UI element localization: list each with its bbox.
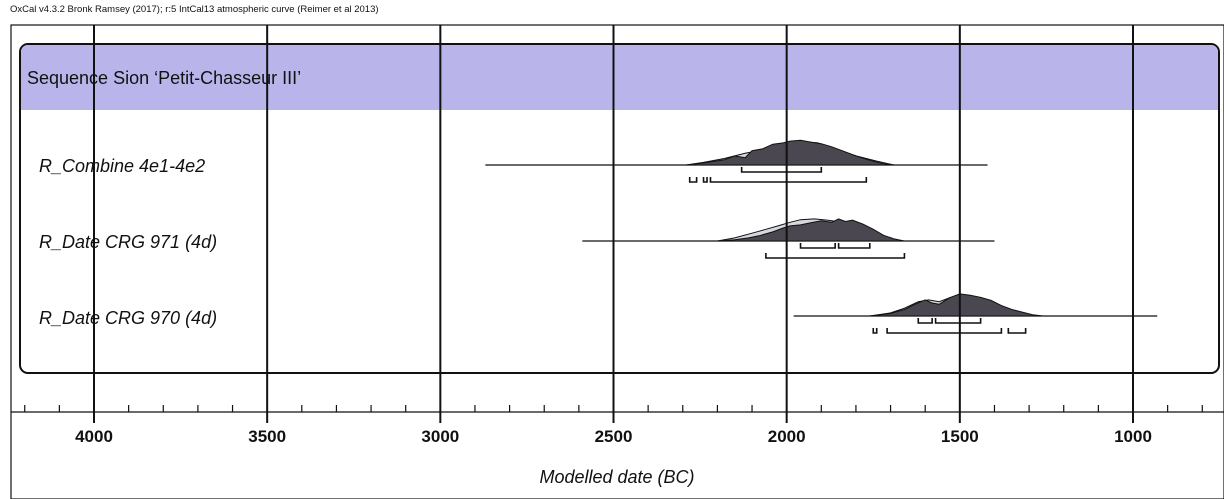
row-label: R_Date CRG 970 (4d) [39,308,217,328]
range-1sigma [740,167,823,173]
sequence-box [19,43,1220,374]
row-1: R_Combine 4e1-4e2 [39,139,988,183]
range-1sigma [917,318,933,324]
range-2sigma [688,177,698,183]
tick-label: 3000 [421,427,459,446]
range-2sigma [886,328,1003,334]
row-2: R_Date CRG 971 (4d) [39,218,995,259]
header-note: OxCal v4.3.2 Bronk Ramsey (2017); r:5 In… [10,4,379,15]
posterior-distribution [686,139,895,166]
tick-label: 3500 [248,427,286,446]
row-label: R_Date CRG 971 (4d) [39,232,217,252]
range-2sigma [872,328,878,334]
tick-label: 4000 [75,427,113,446]
range-2sigma [1007,328,1027,334]
tick-label: 1000 [1114,427,1152,446]
tick-label: 2500 [595,427,633,446]
range-2sigma [765,253,906,259]
range-1sigma [934,318,982,324]
range-2sigma [702,177,708,183]
posterior-distribution [869,293,1044,317]
range-2sigma [709,177,868,183]
tick-label: 1500 [941,427,979,446]
x-axis-title: Modelled date (BC) [539,467,694,487]
range-1sigma [837,243,871,249]
sequence-label: Sequence Sion ‘Petit-Chasseur III’ [27,68,301,88]
row-3: R_Date CRG 970 (4d) [39,293,1158,334]
sequence-header-band [21,45,1218,110]
tick-label: 2000 [768,427,806,446]
plot-frame [10,24,1224,499]
posterior-distribution [717,218,905,242]
range-1sigma [799,243,836,249]
row-label: R_Combine 4e1-4e2 [39,156,205,176]
